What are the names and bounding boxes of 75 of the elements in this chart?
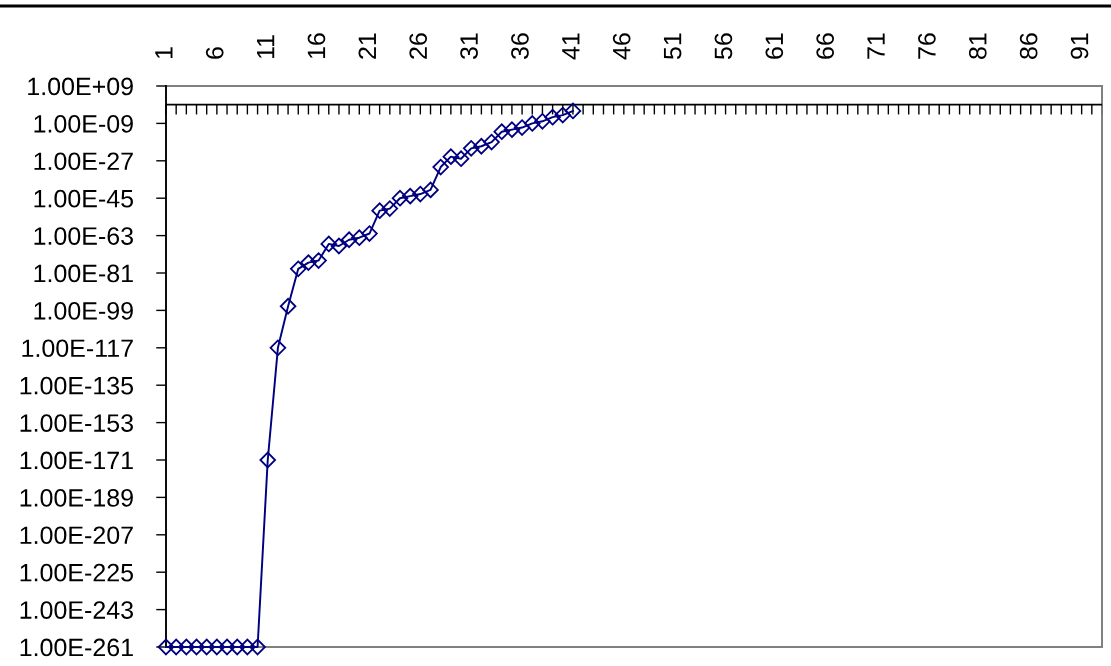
point <box>320 235 338 253</box>
point <box>483 133 500 151</box>
y-tick-label: 1.00E-63 <box>34 227 133 245</box>
point <box>473 137 490 155</box>
y-tick-label: 1.00E-117 <box>22 339 133 358</box>
y-tick-label: 1.00E+09 <box>28 77 133 96</box>
point <box>218 638 236 656</box>
x-tick-label: 81 <box>968 33 987 59</box>
x-tick-label: 16 <box>307 33 326 59</box>
point <box>340 231 358 249</box>
x-tick-label: 46 <box>612 33 631 60</box>
y-tick-label: 1.00E-189 <box>20 489 133 507</box>
point <box>167 638 185 656</box>
y-tick-label: 1.00E-135 <box>20 376 134 395</box>
point <box>188 638 205 656</box>
x-tick-label: 91 <box>1070 33 1089 59</box>
point <box>381 200 399 217</box>
point <box>178 638 195 656</box>
point <box>422 181 439 199</box>
point <box>534 113 551 130</box>
point <box>300 254 317 271</box>
y-tick-label: 1.00E-81 <box>34 264 133 283</box>
point <box>523 115 541 132</box>
x-tick-label: 26 <box>409 33 428 59</box>
x-tick-label: 66 <box>816 33 835 59</box>
point <box>330 237 348 255</box>
x-tick-label: 21 <box>358 33 376 59</box>
point <box>462 140 480 157</box>
x-tick-label: 51 <box>663 33 682 59</box>
x-tick-label: 86 <box>1019 33 1038 59</box>
point <box>289 260 307 278</box>
x-tick-label: 31 <box>460 33 478 60</box>
point <box>361 225 378 242</box>
x-tick-label: 61 <box>765 33 784 59</box>
y-tick-label: 1.00E-225 <box>20 563 134 582</box>
point <box>208 638 226 656</box>
point <box>493 123 511 140</box>
y-tick-label: 1.00E-27 <box>34 152 133 171</box>
point <box>513 119 531 136</box>
y-tick-label: 1.00E-261 <box>20 638 133 657</box>
x-tick-label: 6 <box>205 47 224 59</box>
x-tick-label: 41 <box>562 33 580 60</box>
y-tick-label: 1.00E-243 <box>20 601 133 619</box>
x-tick-label: 11 <box>257 35 275 59</box>
x-tick-label: 56 <box>714 33 733 59</box>
x-tick-label: 1 <box>155 47 173 59</box>
y-tick-label: 1.00E-45 <box>34 189 134 208</box>
point <box>544 108 561 126</box>
y-tick-label: 1.00E-207 <box>20 526 133 545</box>
point <box>228 638 246 656</box>
point <box>554 106 572 124</box>
point <box>401 187 419 205</box>
point <box>391 189 409 207</box>
point <box>259 451 277 469</box>
point <box>249 638 266 656</box>
x-tick-label: 71 <box>867 33 885 59</box>
point <box>351 229 368 246</box>
point <box>279 297 297 315</box>
y-tick-label: 1.00E-171 <box>20 451 133 470</box>
point <box>452 150 470 167</box>
point <box>239 638 256 656</box>
point <box>269 339 287 357</box>
point <box>442 148 460 165</box>
point <box>503 121 521 138</box>
point <box>412 185 429 203</box>
point <box>310 252 327 269</box>
point <box>432 158 449 176</box>
y-tick-label: 1.00E-99 <box>34 302 133 320</box>
y-tick-label: 1.00E-09 <box>34 115 133 133</box>
point <box>371 202 388 219</box>
point <box>564 102 582 120</box>
x-tick-label: 76 <box>918 33 936 59</box>
point <box>198 638 215 656</box>
x-tick-label: 36 <box>511 33 529 60</box>
y-tick-label: 1.00E-153 <box>20 414 133 432</box>
